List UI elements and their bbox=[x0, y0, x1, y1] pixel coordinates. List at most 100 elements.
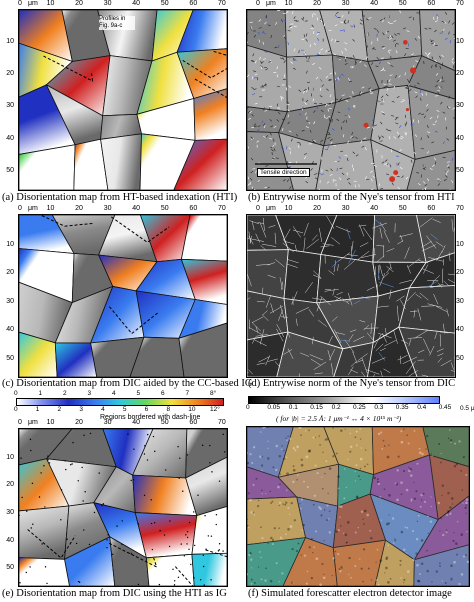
texture-dot bbox=[409, 468, 413, 471]
strain-streak bbox=[439, 334, 441, 347]
strain-streak bbox=[324, 117, 328, 120]
strain-streak bbox=[395, 116, 399, 119]
strain-streak bbox=[247, 273, 252, 287]
strain-streak bbox=[387, 62, 391, 65]
strain-streak bbox=[434, 29, 437, 33]
texture-dot bbox=[267, 542, 269, 545]
texture-dot bbox=[284, 503, 287, 506]
strain-streak bbox=[289, 26, 293, 28]
strain-streak bbox=[428, 27, 432, 30]
grain bbox=[73, 138, 109, 190]
strain-streak bbox=[423, 338, 431, 354]
strain-streak bbox=[415, 293, 422, 299]
strain-streak bbox=[420, 137, 422, 141]
speckle bbox=[106, 539, 108, 541]
strain-streak bbox=[432, 275, 441, 283]
x-tick-label: 50 bbox=[160, 0, 169, 7]
grain bbox=[19, 505, 70, 560]
strain-streak bbox=[448, 20, 450, 24]
strain-streak bbox=[417, 35, 421, 39]
strain-streak bbox=[330, 168, 333, 172]
speckle bbox=[218, 543, 221, 545]
texture-dot bbox=[448, 429, 451, 431]
texture-dot bbox=[416, 520, 419, 523]
strain-streak bbox=[435, 73, 439, 76]
texture-dot bbox=[319, 507, 322, 510]
y-tick-label: 50 bbox=[6, 564, 14, 572]
strain-streak bbox=[352, 151, 356, 154]
strain-streak bbox=[333, 144, 337, 147]
strain-streak bbox=[436, 250, 443, 262]
speckle bbox=[202, 554, 205, 557]
speckle bbox=[43, 465, 45, 467]
strain-streak bbox=[414, 330, 428, 339]
strain-streak bbox=[271, 144, 275, 148]
strain-streak bbox=[329, 349, 335, 361]
strain-streak bbox=[287, 263, 298, 268]
x-tick-label: 10 bbox=[284, 205, 293, 212]
strain-streak bbox=[313, 173, 317, 175]
texture-dot bbox=[278, 504, 280, 507]
strain-streak bbox=[342, 298, 350, 305]
texture-dot bbox=[328, 517, 330, 520]
texture-dot bbox=[354, 470, 356, 473]
strain-streak bbox=[439, 66, 442, 69]
speckle bbox=[38, 496, 41, 498]
speckle bbox=[177, 446, 179, 448]
strain-streak bbox=[411, 53, 414, 56]
strain-streak bbox=[276, 328, 284, 342]
strain-streak bbox=[273, 126, 277, 128]
strain-streak bbox=[319, 95, 323, 98]
strain-streak bbox=[295, 318, 298, 326]
texture-dot bbox=[260, 578, 263, 581]
texture-dot bbox=[453, 465, 457, 468]
texture-dot bbox=[359, 467, 362, 470]
texture-dot bbox=[410, 500, 413, 502]
strain-streak bbox=[349, 66, 354, 68]
strain-streak bbox=[341, 94, 345, 96]
strain-streak bbox=[338, 77, 340, 81]
x-tick-label: 0 bbox=[18, 419, 22, 426]
strain-streak bbox=[276, 66, 278, 70]
strain-streak bbox=[387, 50, 391, 54]
strain-streak bbox=[253, 88, 257, 90]
texture-dot bbox=[429, 520, 433, 523]
strain-streak bbox=[431, 141, 435, 144]
strain-streak bbox=[317, 171, 320, 174]
x-tick-label: 50 bbox=[160, 205, 169, 212]
texture-dot bbox=[267, 457, 270, 460]
texture-dot bbox=[426, 434, 429, 438]
strain-streak bbox=[306, 89, 308, 93]
texture-dot bbox=[359, 457, 363, 461]
texture-dot bbox=[308, 546, 311, 549]
strain-streak bbox=[425, 186, 427, 190]
x-tick-label: 0 bbox=[256, 0, 260, 7]
texture-dot bbox=[373, 476, 377, 480]
speckle bbox=[41, 543, 43, 545]
hotspot bbox=[410, 67, 417, 74]
texture-dot bbox=[400, 530, 404, 534]
texture-dot bbox=[360, 510, 364, 513]
texture-dot bbox=[300, 434, 302, 436]
strain-streak bbox=[413, 152, 417, 155]
strain-streak bbox=[255, 326, 259, 334]
speckle bbox=[71, 463, 73, 465]
strain-streak bbox=[310, 168, 313, 171]
strain-streak bbox=[265, 68, 269, 71]
strain-streak bbox=[269, 137, 273, 140]
texture-dot bbox=[430, 496, 432, 498]
speckle bbox=[144, 445, 146, 447]
strain-streak bbox=[327, 146, 330, 149]
strain-streak bbox=[429, 345, 435, 356]
caption-c: (c) Disorientation map from DIC aided by… bbox=[2, 378, 253, 389]
texture-dot bbox=[462, 555, 466, 558]
strain-streak bbox=[448, 31, 450, 35]
texture-dot bbox=[355, 495, 359, 499]
strain-streak bbox=[404, 72, 406, 76]
y-tick-label: 30 bbox=[6, 297, 14, 305]
strain-streak bbox=[319, 228, 323, 243]
texture-dot bbox=[354, 436, 357, 439]
colorbar-tick-label: 0.45 bbox=[438, 404, 452, 411]
texture-dot bbox=[400, 440, 404, 444]
texture-dot bbox=[269, 579, 273, 583]
